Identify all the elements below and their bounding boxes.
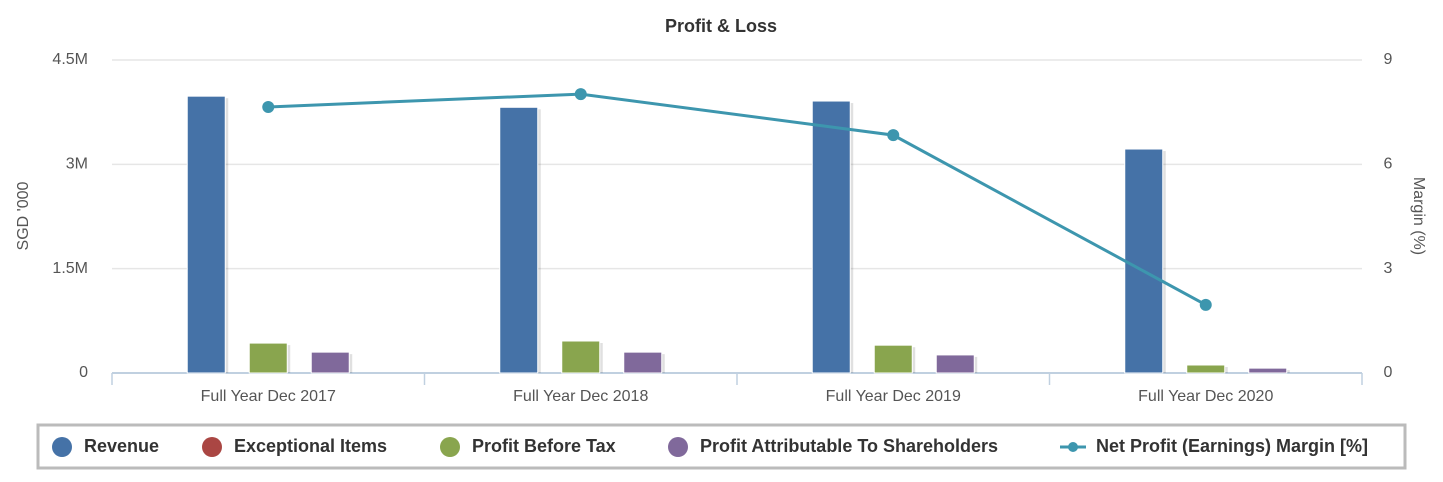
x-tick-label: Full Year Dec 2020 — [1138, 388, 1273, 405]
y-tick-label: 3M — [66, 156, 88, 173]
x-tick-label: Full Year Dec 2018 — [513, 388, 648, 405]
legend-marker — [52, 437, 72, 457]
line-point — [574, 88, 587, 101]
y-tick-label: 4.5M — [52, 51, 88, 68]
legend-label[interactable]: Profit Attributable To Shareholders — [700, 436, 998, 456]
bar — [248, 342, 288, 374]
legend-label[interactable]: Exceptional Items — [234, 436, 387, 456]
bar — [1186, 364, 1226, 374]
bar — [1248, 367, 1288, 374]
bar — [499, 106, 539, 374]
bar — [873, 344, 913, 374]
legend-marker — [668, 437, 688, 457]
chart-title: Profit & Loss — [665, 16, 777, 36]
y2-tick-label: 0 — [1384, 364, 1393, 381]
legend-label[interactable]: Net Profit (Earnings) Margin [%] — [1096, 436, 1368, 456]
bar — [186, 95, 226, 374]
y-axis-title: SGD '000 — [15, 181, 32, 250]
line-point — [262, 100, 275, 113]
line-point — [1199, 298, 1212, 311]
line — [268, 92, 1207, 307]
y-tick-label: 1.5M — [52, 260, 88, 277]
x-tick-label: Full Year Dec 2017 — [201, 388, 336, 405]
y2-tick-label: 9 — [1384, 51, 1393, 68]
y2-axis-title: Margin (%) — [1410, 177, 1427, 255]
bar — [561, 340, 601, 374]
legend-label[interactable]: Revenue — [84, 436, 159, 456]
bar — [623, 351, 663, 374]
legend-marker — [202, 437, 222, 457]
legend-marker — [440, 437, 460, 457]
legend-box — [36, 423, 1407, 470]
y2-tick-label: 6 — [1384, 156, 1393, 173]
bar — [935, 354, 975, 374]
y-tick-label: 0 — [79, 364, 88, 381]
bar — [310, 351, 350, 374]
bar — [811, 100, 851, 374]
line-point — [887, 129, 900, 142]
bar — [1124, 148, 1164, 374]
x-tick-label: Full Year Dec 2019 — [826, 388, 961, 405]
legend-marker — [1068, 442, 1078, 452]
y2-tick-label: 3 — [1384, 260, 1393, 277]
legend-label[interactable]: Profit Before Tax — [472, 436, 616, 456]
